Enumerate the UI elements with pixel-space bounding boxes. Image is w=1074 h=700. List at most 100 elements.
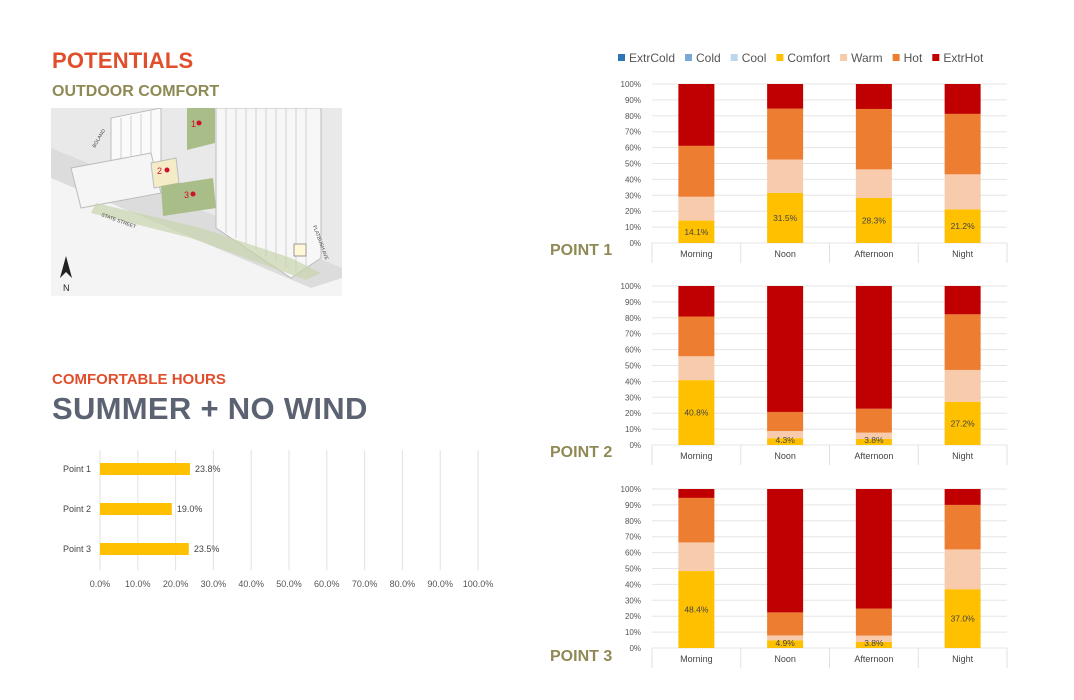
x-tick-label: 20.0% [163, 579, 189, 589]
bar-segment-hot [767, 612, 804, 636]
bar-segment-comfort [767, 640, 804, 648]
x-tick-label: 0.0% [90, 579, 111, 589]
legend-swatch-hot [892, 54, 900, 61]
x-tick-label: 90.0% [427, 579, 453, 589]
bar-segment-extrhot [767, 84, 804, 109]
bar-segment-hot [678, 497, 715, 543]
bar-segment-comfort [855, 438, 892, 445]
bar-segment-extrhot [678, 84, 715, 146]
bar [100, 543, 189, 555]
y-tick-label: 50% [625, 362, 641, 371]
legend-label-cold: Cold [696, 51, 721, 65]
comfort-data-label: 27.2% [951, 418, 976, 428]
legend-swatch-extrcold [618, 54, 625, 61]
y-tick-label: 60% [625, 346, 641, 355]
bar-segment-extrhot [855, 489, 892, 609]
y-tick-label: 70% [625, 128, 641, 137]
bar-segment-comfort [767, 192, 804, 243]
x-tick-label: 80.0% [390, 579, 416, 589]
bar-segment-extrhot [944, 286, 981, 315]
bar-segment-comfort [678, 220, 715, 243]
bar-segment-warm [767, 635, 804, 641]
x-tick-label: 70.0% [352, 579, 378, 589]
legend-label-cool: Cool [742, 51, 767, 65]
x-category-label: Afternoon [854, 654, 893, 664]
y-tick-label: 80% [625, 517, 641, 526]
x-tick-label: 40.0% [238, 579, 264, 589]
x-tick-label: 30.0% [201, 579, 227, 589]
y-tick-label: 70% [625, 330, 641, 339]
legend-label-extrcold: ExtrCold [629, 51, 675, 65]
y-tick-label: 0% [629, 644, 641, 653]
y-tick-label: 40% [625, 580, 641, 589]
y-tick-label: 100% [621, 485, 641, 494]
x-tick-label: 10.0% [125, 579, 151, 589]
comfortable-hours-label: COMFORTABLE HOURS [52, 371, 226, 388]
bar [100, 503, 172, 515]
x-tick-label: 100.0% [463, 579, 494, 589]
bar-segment-hot [944, 314, 981, 370]
y-tick-label: 30% [625, 191, 641, 200]
season-title: SUMMER + NO WIND [52, 391, 368, 426]
point-3-stacked-chart: 0% 10% 20% 30% 40% 50% 60% 70% 80% 90% 100% 48.4% Mo… [621, 485, 1008, 668]
value-label: 23.5% [194, 544, 220, 554]
legend-swatch-warm [840, 54, 848, 61]
bar-segment-extrhot [678, 489, 715, 498]
bar-segment-warm [944, 174, 981, 210]
bar-segment-comfort [944, 401, 981, 445]
point-1-label: POINT 1 [550, 242, 613, 259]
y-tick-label: 30% [625, 393, 641, 402]
x-category-label: Night [952, 249, 974, 259]
comfort-data-label: 28.3% [862, 216, 887, 226]
bar-segment-extrhot [767, 286, 804, 412]
marker-label-2: 2 [157, 166, 162, 176]
x-tick-label: 60.0% [314, 579, 340, 589]
y-tick-label: 90% [625, 298, 641, 307]
y-tick-label: 20% [625, 207, 641, 216]
y-tick-label: 100% [621, 80, 641, 89]
comfort-data-label: 40.8% [684, 408, 709, 418]
bar-segment-hot [678, 316, 715, 357]
x-category-label: Noon [774, 654, 796, 664]
bar-segment-comfort [855, 198, 892, 243]
y-tick-label: 90% [625, 96, 641, 105]
point-2-stacked-chart: 0% 10% 20% 30% 40% 50% 60% 70% 80% 90% 100% 40.8% Mo… [621, 282, 1008, 465]
bar-segment-hot [678, 145, 715, 197]
bar-segment-hot [767, 108, 804, 160]
bar [100, 463, 190, 475]
y-tick-label: 90% [625, 501, 641, 510]
bar-segment-hot [855, 108, 892, 170]
x-category-label: Morning [680, 654, 713, 664]
marker-label-3: 3 [184, 190, 189, 200]
comfort-data-label: 3.8% [864, 638, 884, 648]
category-label: Point 2 [63, 504, 91, 514]
y-tick-label: 80% [625, 314, 641, 323]
bar-segment-warm [678, 542, 715, 572]
legend-swatch-cold [685, 54, 693, 61]
y-tick-label: 60% [625, 144, 641, 153]
bar-segment-hot [855, 408, 892, 433]
bar-segment-warm [855, 432, 892, 439]
north-label: N [63, 283, 70, 293]
bar-segment-warm [767, 431, 804, 439]
bar-segment-warm [767, 159, 804, 193]
y-tick-label: 10% [625, 425, 641, 434]
y-tick-label: 10% [625, 223, 641, 232]
chart-legend: ExtrCold Cold Cool Comfort Warm Hot ExtrHot [618, 51, 984, 65]
category-label: Point 3 [63, 544, 91, 554]
bar-segment-hot [767, 411, 804, 432]
bar-segment-warm [944, 369, 981, 402]
y-tick-label: 50% [625, 565, 641, 574]
bar-segment-warm [678, 196, 715, 221]
bar-segment-hot [944, 504, 981, 550]
bar-segment-comfort [944, 589, 981, 648]
category-label: Point 1 [63, 464, 91, 474]
comfortable-hours-chart: 0.0% 10.0% 20.0% 30.0% 40.0% 50.0% 60.0% 70.0% 8… [63, 450, 494, 589]
comfort-data-label: 14.1% [684, 227, 709, 237]
y-tick-label: 40% [625, 175, 641, 184]
y-tick-label: 0% [629, 441, 641, 450]
marker-point-1 [196, 120, 202, 126]
bar-segment-warm [855, 635, 892, 642]
marker-point-2 [164, 167, 170, 173]
x-category-label: Noon [774, 451, 796, 461]
